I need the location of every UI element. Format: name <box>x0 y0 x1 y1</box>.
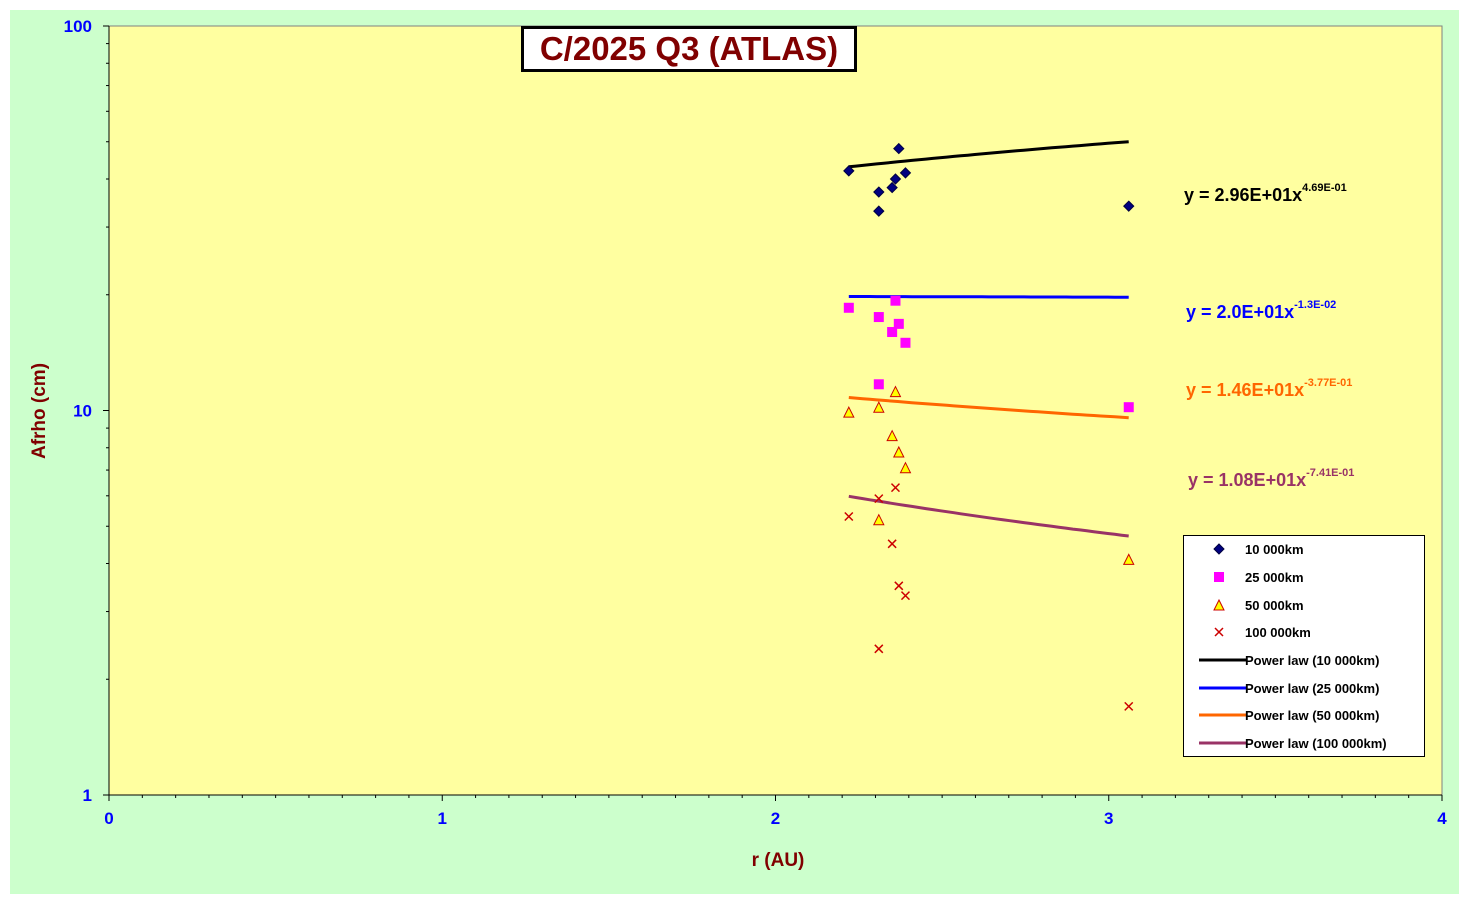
equation-exponent: 4.69E-01 <box>1302 182 1347 194</box>
data-point-diamond <box>893 142 905 155</box>
legend-label: 25 000km <box>1245 570 1304 585</box>
equation-10000km: y = 2.96E+01x4.69E-01 <box>1184 182 1347 206</box>
y-tick-label: 100 <box>64 17 92 36</box>
x-tick-label: 2 <box>771 809 780 828</box>
legend-item-50000km: 50 000km <box>1184 596 1424 616</box>
y-axis-title: Afrho (cm) <box>29 363 50 459</box>
x-tick-label: 4 <box>1437 809 1447 828</box>
equation-25000km: y = 2.0E+01x-1.3E-02 <box>1186 299 1337 323</box>
data-point-triangle <box>892 445 905 458</box>
x-tick-label: 1 <box>438 809 447 828</box>
y-tick-label: 10 <box>73 402 92 421</box>
legend-label: Power law (25 000km) <box>1245 681 1380 696</box>
markers <box>843 142 1135 711</box>
legend-item-10000km: 10 000km <box>1184 540 1424 560</box>
data-point-diamond <box>873 186 885 198</box>
legend-item-power-law-25000km: Power law (25 000km) <box>1184 679 1424 699</box>
diamond-marker-icon <box>1213 543 1225 555</box>
data-point-diamond <box>1123 200 1135 212</box>
data-point-diamond <box>889 173 902 185</box>
legend-label: Power law (100 000km) <box>1245 736 1387 751</box>
data-point-square <box>890 295 901 306</box>
data-point-x <box>890 483 901 493</box>
data-point-x <box>894 581 904 591</box>
trendline <box>848 396 1129 420</box>
legend-item-power-law-100000km: Power law (100 000km) <box>1184 734 1424 754</box>
data-point-triangle <box>872 401 885 413</box>
data-point-triangle <box>886 429 898 442</box>
data-point-x <box>874 494 884 504</box>
data-point-triangle <box>843 406 855 418</box>
legend-label: Power law (10 000km) <box>1245 653 1380 668</box>
legend-item-100000km: 100 000km <box>1184 623 1424 643</box>
legend-label: 10 000km <box>1245 542 1304 557</box>
x-marker-icon <box>1214 627 1224 637</box>
equation-text: y = 2.96E+01x <box>1184 185 1303 205</box>
data-point-triangle <box>872 513 885 526</box>
data-point-diamond <box>843 165 855 177</box>
square-marker-icon <box>1214 572 1224 582</box>
data-point-diamond <box>873 205 885 217</box>
data-point-square <box>893 318 904 329</box>
line-swatch-icon <box>1199 686 1246 690</box>
data-point-x <box>874 644 884 654</box>
data-point-diamond <box>886 181 898 194</box>
equation-exponent: -3.77E-01 <box>1304 377 1353 389</box>
data-point-x <box>844 511 854 522</box>
data-point-x <box>900 591 910 601</box>
equation-text: y = 1.08E+01x <box>1188 470 1307 490</box>
equation-text: y = 2.0E+01x <box>1186 302 1295 322</box>
data-point-square <box>887 327 898 338</box>
equation-100000km: y = 1.08E+01x-7.41E-01 <box>1188 467 1355 491</box>
legend: 10 000km 25 000km 50 000km 100 000km Pow… <box>1183 535 1425 757</box>
legend-label: Power law (50 000km) <box>1245 708 1380 723</box>
trendline <box>848 140 1129 169</box>
data-point-square <box>900 337 911 348</box>
triangle-marker-icon <box>1213 598 1225 611</box>
equation-50000km: y = 1.46E+01x-3.77E-01 <box>1186 377 1353 401</box>
equation-exponent: -1.3E-02 <box>1294 299 1337 311</box>
x-axis-title: r (AU) <box>752 850 805 871</box>
equation-text: y = 1.46E+01x <box>1186 380 1305 400</box>
equation-exponent: -7.41E-01 <box>1306 467 1355 479</box>
x-tick-label: 3 <box>1104 809 1113 828</box>
y-tick-label: 1 <box>83 786 92 805</box>
line-swatch-icon <box>1199 741 1246 745</box>
data-point-square <box>873 379 884 390</box>
data-point-square <box>843 302 854 313</box>
legend-item-25000km: 25 000km <box>1184 568 1424 588</box>
line-swatch-icon <box>1199 713 1246 717</box>
x-tick-label: 0 <box>104 809 113 828</box>
chart-title: C/2025 Q3 (ATLAS) <box>521 26 857 72</box>
data-point-square <box>873 312 884 323</box>
data-point-triangle <box>1122 553 1135 565</box>
legend-item-power-law-50000km: Power law (50 000km) <box>1184 706 1424 726</box>
data-point-square <box>1123 402 1134 413</box>
data-point-diamond <box>899 167 912 179</box>
trendline <box>848 494 1129 538</box>
legend-label: 100 000km <box>1245 625 1311 640</box>
data-point-triangle <box>889 385 902 398</box>
line-swatch-icon <box>1199 658 1246 662</box>
data-point-x <box>1124 701 1134 711</box>
legend-item-power-law-10000km: Power law (10 000km) <box>1184 651 1424 671</box>
trendlines <box>848 140 1129 538</box>
data-point-x <box>887 539 897 549</box>
data-point-triangle <box>899 461 912 474</box>
legend-label: 50 000km <box>1245 598 1304 613</box>
